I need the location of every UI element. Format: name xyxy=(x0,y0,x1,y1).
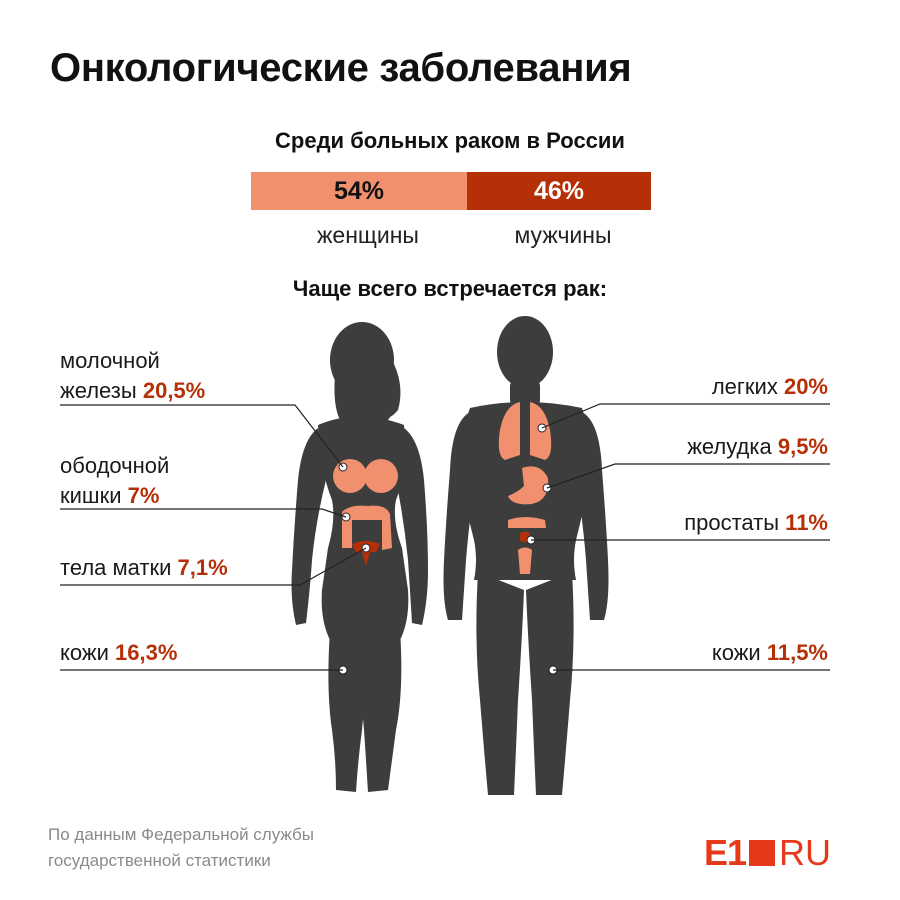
breast-cancer-name-line2: железы xyxy=(60,378,137,403)
women-skin-cancer-name: кожи xyxy=(60,640,109,665)
men-share-value: 46% xyxy=(533,176,585,205)
source-line1: По данным Федеральной службы xyxy=(48,825,314,844)
section-title: Чаще всего встречается рак: xyxy=(292,276,608,301)
lung-organ-left xyxy=(498,402,520,460)
logo-ru-text: RU xyxy=(779,832,832,873)
stomach-cancer-value: 9,5% xyxy=(777,434,828,459)
source-note: По данным Федеральной службы государстве… xyxy=(48,822,448,874)
prostate-cancer-label: простаты 11% xyxy=(684,508,828,538)
uterus-cancer-label: тела матки 7,1% xyxy=(60,553,228,583)
logo-square-icon xyxy=(749,840,776,866)
bladder-organ xyxy=(508,517,546,528)
gender-split-title: Среди больных раком в России xyxy=(275,128,625,153)
women-leader-lines xyxy=(60,404,367,671)
breast-organ-right xyxy=(364,459,398,493)
women-share-bar: 54% xyxy=(251,172,467,210)
breast-cancer-name-line1: молочной xyxy=(60,348,160,373)
men-skin-cancer-name: кожи xyxy=(711,640,761,665)
women-skin-cancer-label: кожи 16,3% xyxy=(60,638,177,668)
prostate-cancer-name: простаты xyxy=(684,510,780,535)
lung-cancer-label: легких 20% xyxy=(712,372,828,402)
breast-cancer-value: 20,5% xyxy=(142,378,206,403)
female-organs xyxy=(333,459,398,675)
women-share-value: 54% xyxy=(333,176,385,205)
women-skin-cancer-value: 16,3% xyxy=(115,640,178,665)
colon-cancer-name-line2: кишки xyxy=(60,483,122,508)
genital-organ xyxy=(518,547,532,574)
e1-logo[interactable]: E1 RU xyxy=(704,832,832,873)
men-skin-cancer-value: 11,5% xyxy=(766,640,828,665)
colon-cancer-value: 7% xyxy=(127,483,160,508)
stomach-cancer-label: желудка 9,5% xyxy=(687,432,828,462)
lung-cancer-name: легких xyxy=(711,374,778,399)
source-line2: государственной статистики xyxy=(48,851,271,870)
men-label: мужчины xyxy=(514,222,612,248)
uterus-organ xyxy=(352,541,380,566)
stomach-cancer-name: желудка xyxy=(687,434,772,459)
colon-cancer-name-line1: ободочной xyxy=(60,453,170,478)
male-silhouette xyxy=(443,316,609,795)
page-title: Онкологические заболевания xyxy=(50,46,632,90)
men-skin-cancer-label: кожи 11,5% xyxy=(712,638,828,668)
male-organs xyxy=(498,402,558,675)
uterus-cancer-name: тела матки xyxy=(60,555,172,580)
men-leader-lines xyxy=(531,403,830,671)
lung-cancer-value: 20% xyxy=(783,374,828,399)
uterus-cancer-value: 7,1% xyxy=(177,555,228,580)
breast-organ-left xyxy=(333,459,367,493)
breast-cancer-label: молочной железы 20,5% xyxy=(60,346,205,406)
female-silhouette xyxy=(291,322,428,792)
colon-cancer-label: ободочной кишки 7% xyxy=(60,451,169,511)
prostate-cancer-value: 11% xyxy=(785,510,828,535)
colon-organ xyxy=(342,505,392,550)
stomach-organ xyxy=(508,466,549,505)
men-share-bar: 46% xyxy=(467,172,651,210)
logo-e1-text: E1 xyxy=(704,832,747,873)
women-label: женщины xyxy=(317,222,419,248)
